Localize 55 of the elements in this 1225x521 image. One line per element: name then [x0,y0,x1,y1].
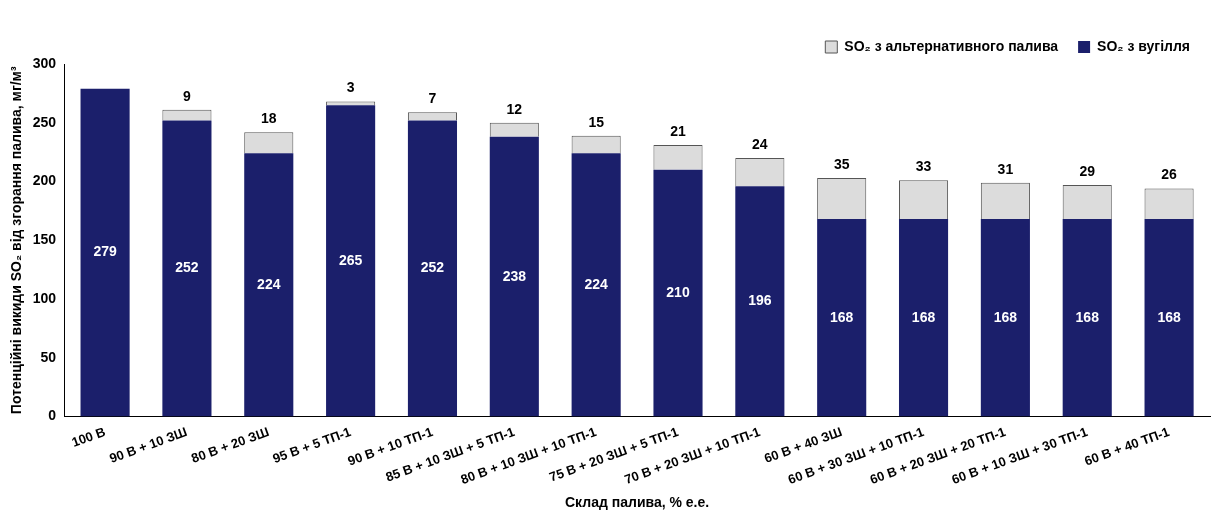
data-label: 196 [748,292,772,309]
data-label: 238 [502,267,527,284]
data-label: 210 [666,284,690,301]
bar [80,88,130,417]
data-label: 18 [260,110,277,127]
data-label: 35 [833,155,850,172]
data-label: 7 [428,90,437,107]
bar [326,105,376,417]
y-tick-label: 50 [40,348,57,365]
data-label: 168 [1157,308,1181,325]
bar [817,219,867,417]
x-tick-label: 80 В + 20 ЗШ [189,423,272,466]
data-label: 24 [752,135,768,152]
x-axis-title: Склад палива, % е.е. [564,494,710,511]
bar [1144,219,1194,417]
y-tick-label: 150 [32,231,57,248]
y-tick-label: 100 [32,289,57,306]
x-tick-label: 90 В + 10 ЗШ [107,423,190,466]
data-label: 9 [183,87,192,104]
data-label: 224 [257,275,281,292]
bar [162,120,212,417]
data-label: 12 [506,100,523,117]
data-label: 168 [993,308,1018,325]
data-label: 252 [420,259,445,276]
data-label: 252 [175,259,199,276]
data-label: 21 [670,122,686,139]
data-label: 26 [1161,166,1178,183]
data-label: 15 [588,113,605,130]
data-label: 224 [584,275,609,292]
bar [407,120,458,417]
data-label: 168 [1075,308,1100,325]
y-tick-label: 300 [32,54,57,71]
bar [653,169,703,417]
y-axis-title: Потенційні викиди SO₂ від згорання палива, мг/м³ [8,66,25,415]
data-label: 168 [830,308,854,325]
bar [735,186,785,417]
bar [1062,219,1112,417]
data-label: 33 [915,158,932,175]
bar [898,219,949,417]
y-tick-label: 0 [48,407,57,424]
bar [489,136,539,417]
bar [244,153,294,417]
y-tick-label: 250 [32,113,57,130]
data-label: 279 [93,243,117,260]
y-tick-label: 200 [32,172,57,189]
data-label: 29 [1079,162,1096,179]
legend-label: SO₂ з вугілля [1097,37,1191,54]
legend-label: SO₂ з альтернативного палива [844,37,1059,54]
x-tick-label: 100 В [69,423,108,450]
bar [980,219,1030,417]
data-label: 168 [911,308,936,325]
data-label: 3 [346,79,355,96]
data-label: 31 [997,160,1014,177]
bar [571,153,621,417]
data-label: 265 [338,251,363,268]
